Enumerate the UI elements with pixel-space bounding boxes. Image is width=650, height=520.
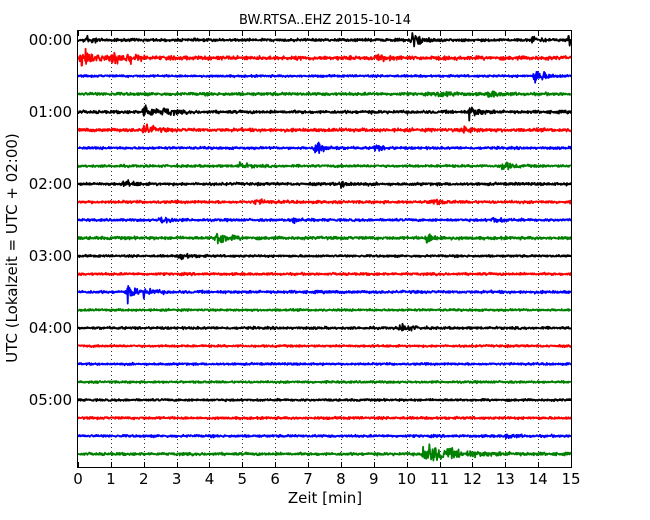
x-tick-label-1: 1	[106, 470, 116, 488]
trace-0300	[77, 252, 572, 261]
x-tick-label-8: 8	[336, 470, 346, 488]
y-tick-label-1: 01:00	[29, 103, 72, 121]
y-tick-label-4: 04:00	[29, 319, 72, 337]
trace-0515	[77, 415, 572, 421]
x-tick-label-7: 7	[303, 470, 313, 488]
x-tick-label-12: 12	[463, 470, 482, 488]
trace-0130	[77, 141, 572, 154]
trace-0445	[77, 379, 572, 385]
y-tick-label-3: 03:00	[29, 247, 72, 265]
trace-0245	[77, 232, 572, 245]
x-tick-label-10: 10	[397, 470, 416, 488]
trace-0400	[77, 322, 572, 332]
x-tick-label-11: 11	[430, 470, 449, 488]
trace-0330	[77, 285, 572, 305]
x-tick-label-2: 2	[139, 470, 149, 488]
traces	[77, 32, 572, 462]
trace-0415	[77, 343, 572, 349]
x-tick-label-0: 0	[73, 470, 83, 488]
trace-0115	[77, 123, 572, 134]
x-tick-label-9: 9	[369, 470, 379, 488]
trace-0030	[77, 70, 572, 84]
x-tick-label-13: 13	[496, 470, 515, 488]
trace-0215	[77, 198, 572, 206]
trace-0145	[77, 161, 572, 171]
x-tick-label-6: 6	[270, 470, 280, 488]
x-tick-label-14: 14	[529, 470, 548, 488]
trace-0000	[77, 32, 572, 48]
grid-lines	[111, 31, 539, 467]
trace-0430	[77, 361, 572, 367]
trace-0015	[77, 47, 572, 67]
x-tick-label-15: 15	[561, 470, 580, 488]
trace-0345	[77, 307, 572, 313]
x-tick-label-3: 3	[172, 470, 182, 488]
trace-0100	[77, 104, 572, 122]
x-tick-label-5: 5	[238, 470, 248, 488]
y-tick-label-5: 05:00	[29, 391, 72, 409]
trace-0530	[77, 433, 572, 440]
trace-0045	[77, 90, 572, 98]
x-tick-label-4: 4	[205, 470, 215, 488]
y-axis-label: UTC (Lokalzeit = UTC + 02:00)	[3, 133, 21, 363]
trace-0315	[77, 271, 572, 277]
y-tick-label-0: 00:00	[29, 31, 72, 49]
trace-0500	[77, 397, 572, 403]
trace-0545	[77, 443, 572, 462]
y-tick-label-2: 02:00	[29, 175, 72, 193]
trace-0200	[77, 179, 572, 189]
trace-0230	[77, 216, 572, 225]
chart-title: BW.RTSA..EHZ 2015-10-14	[239, 13, 411, 28]
plot-frame	[77, 30, 572, 468]
x-axis-label: Zeit [min]	[288, 489, 362, 507]
axis-ticks: 0 1 2 3 4 5 6 7 8 9 10 11 12 13 14 1500:0001:0002:0003:…	[29, 31, 581, 488]
